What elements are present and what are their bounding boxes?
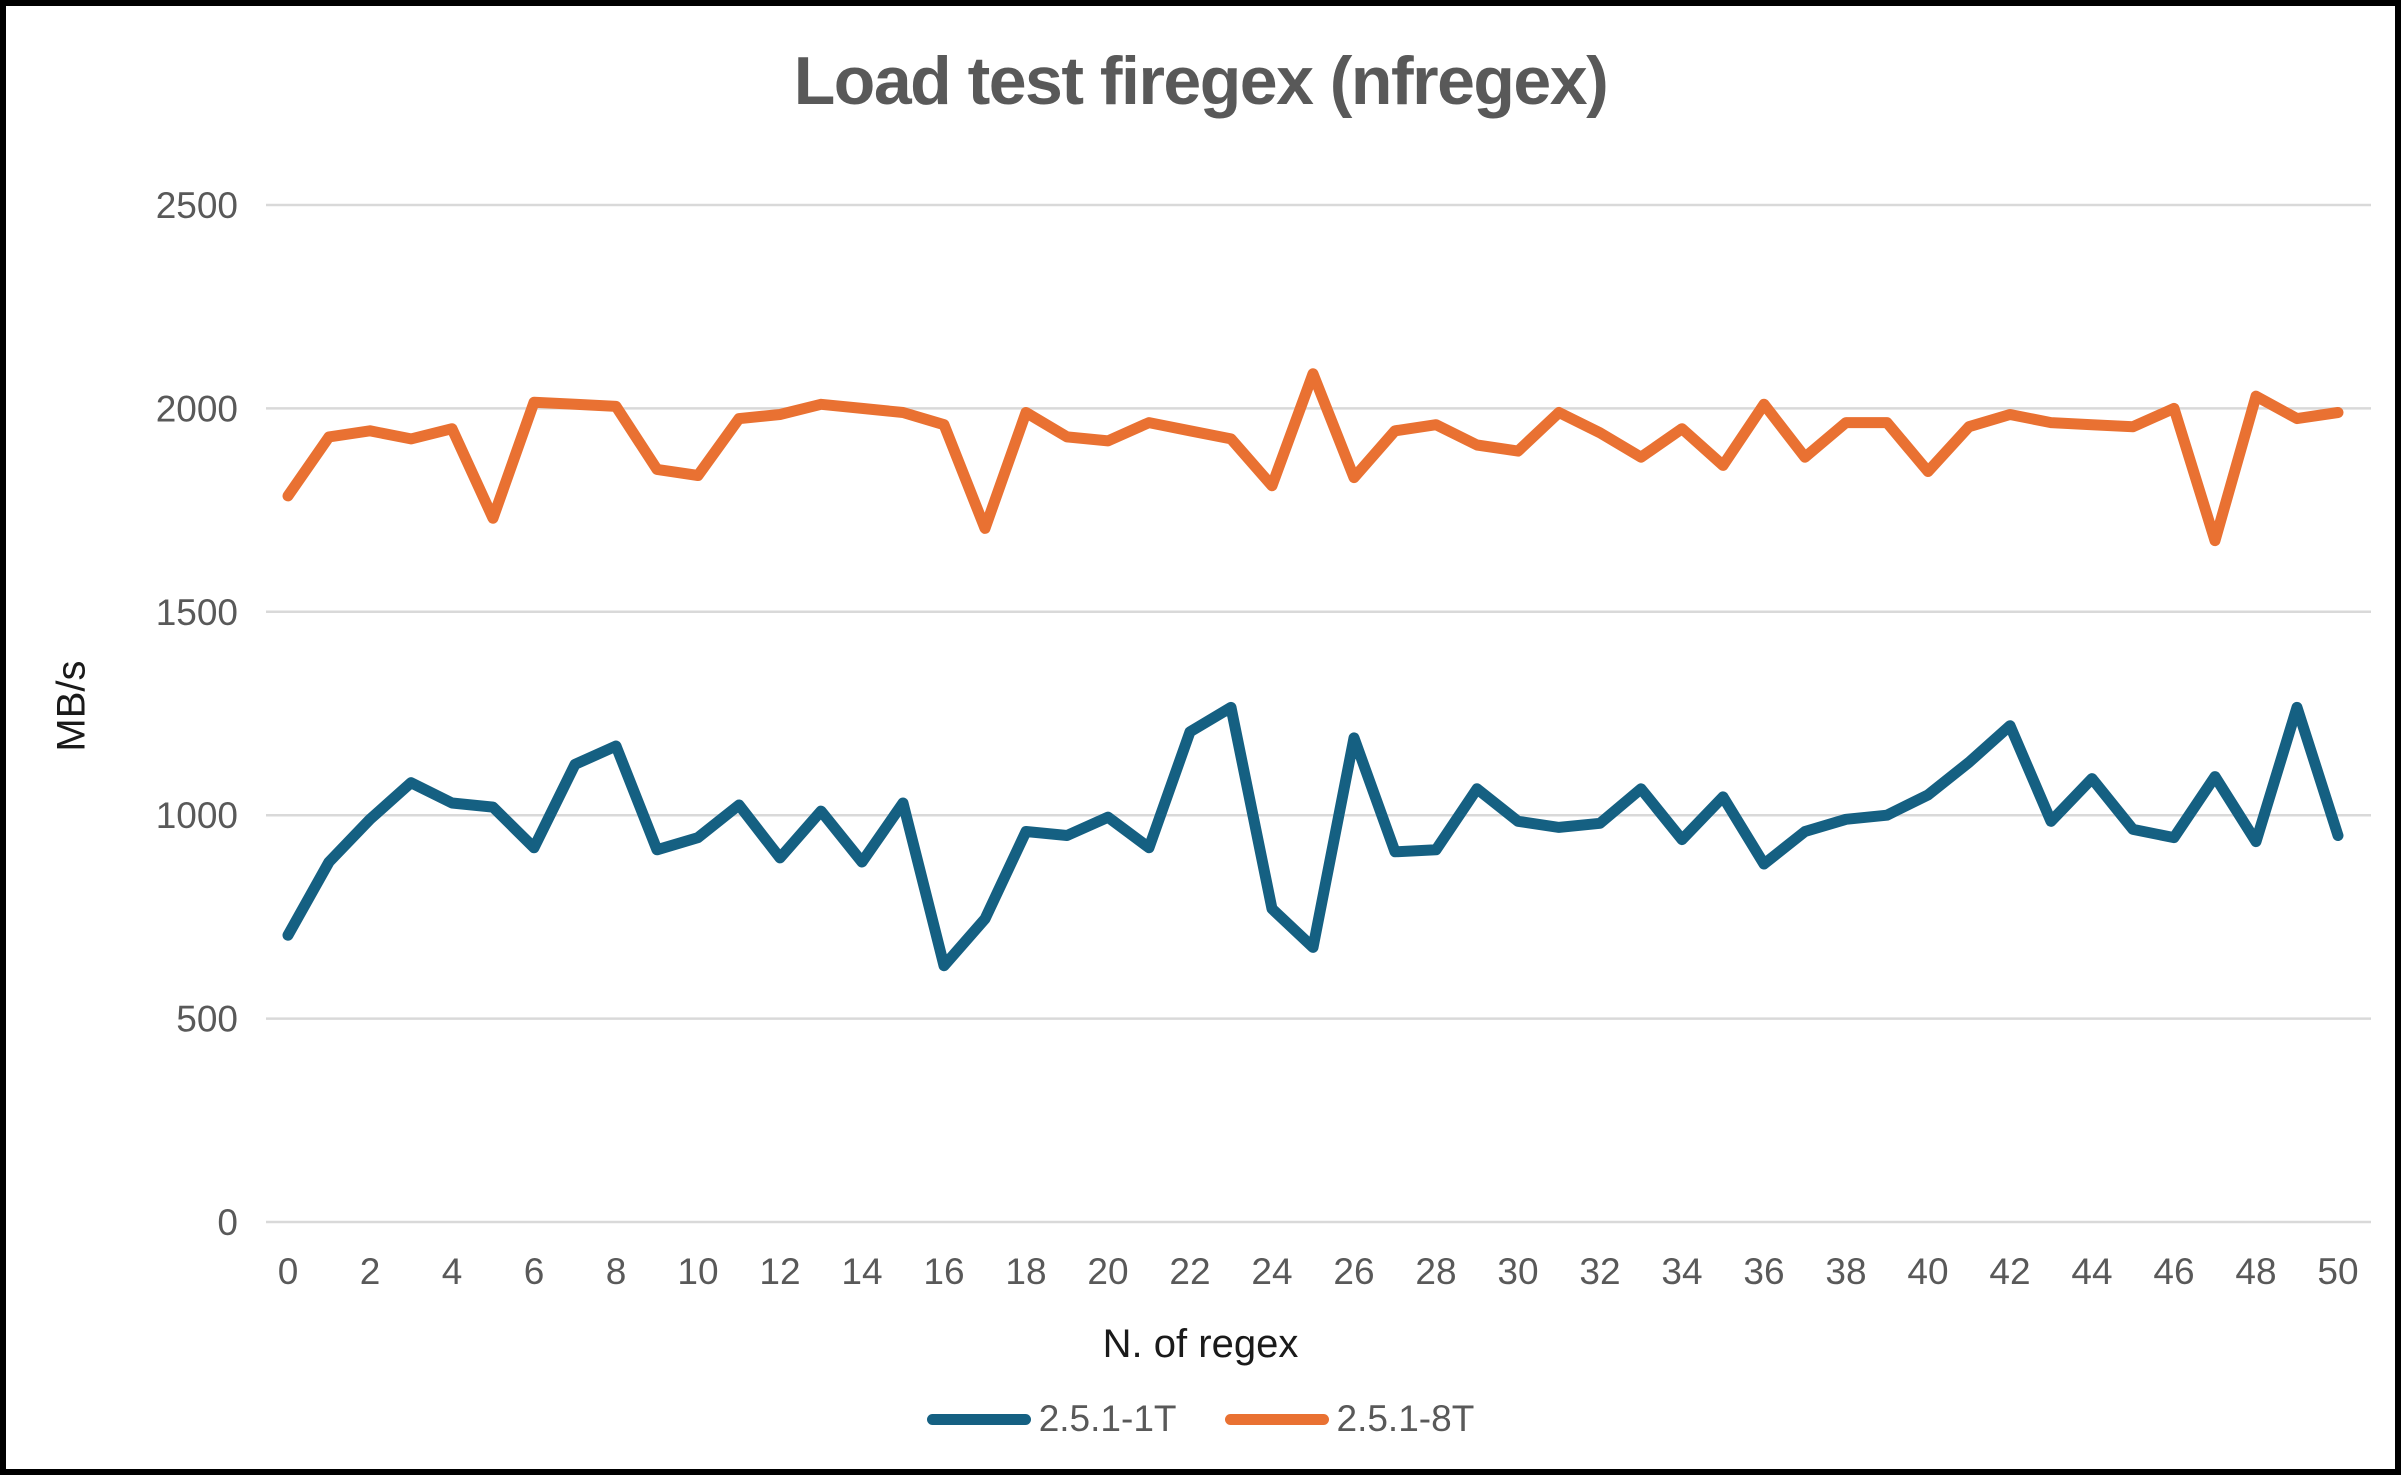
x-tick-label: 50	[2317, 1251, 2358, 1292]
x-tick-label: 8	[606, 1251, 627, 1292]
y-tick-label: 0	[217, 1202, 238, 1243]
x-tick-label: 14	[841, 1251, 882, 1292]
x-tick-label: 44	[2071, 1251, 2112, 1292]
x-tick-label: 38	[1825, 1251, 1866, 1292]
series-line-2.5.1-1T	[282, 701, 2344, 972]
x-tick-label: 34	[1661, 1251, 1702, 1292]
legend: 2.5.1-1T 2.5.1-8T	[6, 1398, 2395, 1440]
x-tick-label: 4	[442, 1251, 463, 1292]
x-axis-title: N. of regex	[1102, 1322, 1299, 1366]
y-tick-label: 1500	[156, 592, 238, 633]
x-tick-label: 6	[524, 1251, 545, 1292]
x-tick-label: 12	[759, 1251, 800, 1292]
y-axis-title: MB/s	[49, 660, 94, 752]
x-tick-label: 18	[1005, 1251, 1046, 1292]
x-tick-label: 46	[2153, 1251, 2194, 1292]
x-tick-label: 28	[1415, 1251, 1456, 1292]
legend-label-series-2: 2.5.1-8T	[1336, 1398, 1475, 1439]
x-tick-label: 22	[1169, 1251, 1210, 1292]
x-tick-label: 20	[1087, 1251, 1128, 1292]
x-tick-label: 26	[1333, 1251, 1374, 1292]
y-tick-label: 2500	[156, 185, 238, 226]
y-tick-label: 1000	[156, 795, 238, 836]
x-tick-label: 16	[923, 1251, 964, 1292]
x-tick-label: 24	[1251, 1251, 1292, 1292]
x-tick-label: 0	[278, 1251, 299, 1292]
chart-title: Load test firegex (nfregex)	[793, 43, 1609, 119]
x-tick-label: 36	[1743, 1251, 1784, 1292]
x-tick-label: 30	[1497, 1251, 1538, 1292]
legend-swatch-teal-line	[926, 1413, 1031, 1425]
legend-item-series-2: 2.5.1-8T	[1224, 1398, 1475, 1440]
y-tick-label: 500	[176, 999, 238, 1040]
series-line-2.5.1-8T	[282, 368, 2344, 547]
x-tick-label: 42	[1989, 1251, 2030, 1292]
legend-swatch-orange-line	[1224, 1413, 1329, 1425]
x-tick-label: 40	[1907, 1251, 1948, 1292]
y-tick-label: 2000	[156, 388, 238, 429]
x-tick-label: 32	[1579, 1251, 1620, 1292]
legend-label-series-1: 2.5.1-1T	[1038, 1398, 1177, 1439]
legend-item-series-1: 2.5.1-1T	[926, 1398, 1177, 1440]
x-tick-label: 2	[360, 1251, 381, 1292]
x-tick-label: 10	[677, 1251, 718, 1292]
x-tick-label: 48	[2235, 1251, 2276, 1292]
